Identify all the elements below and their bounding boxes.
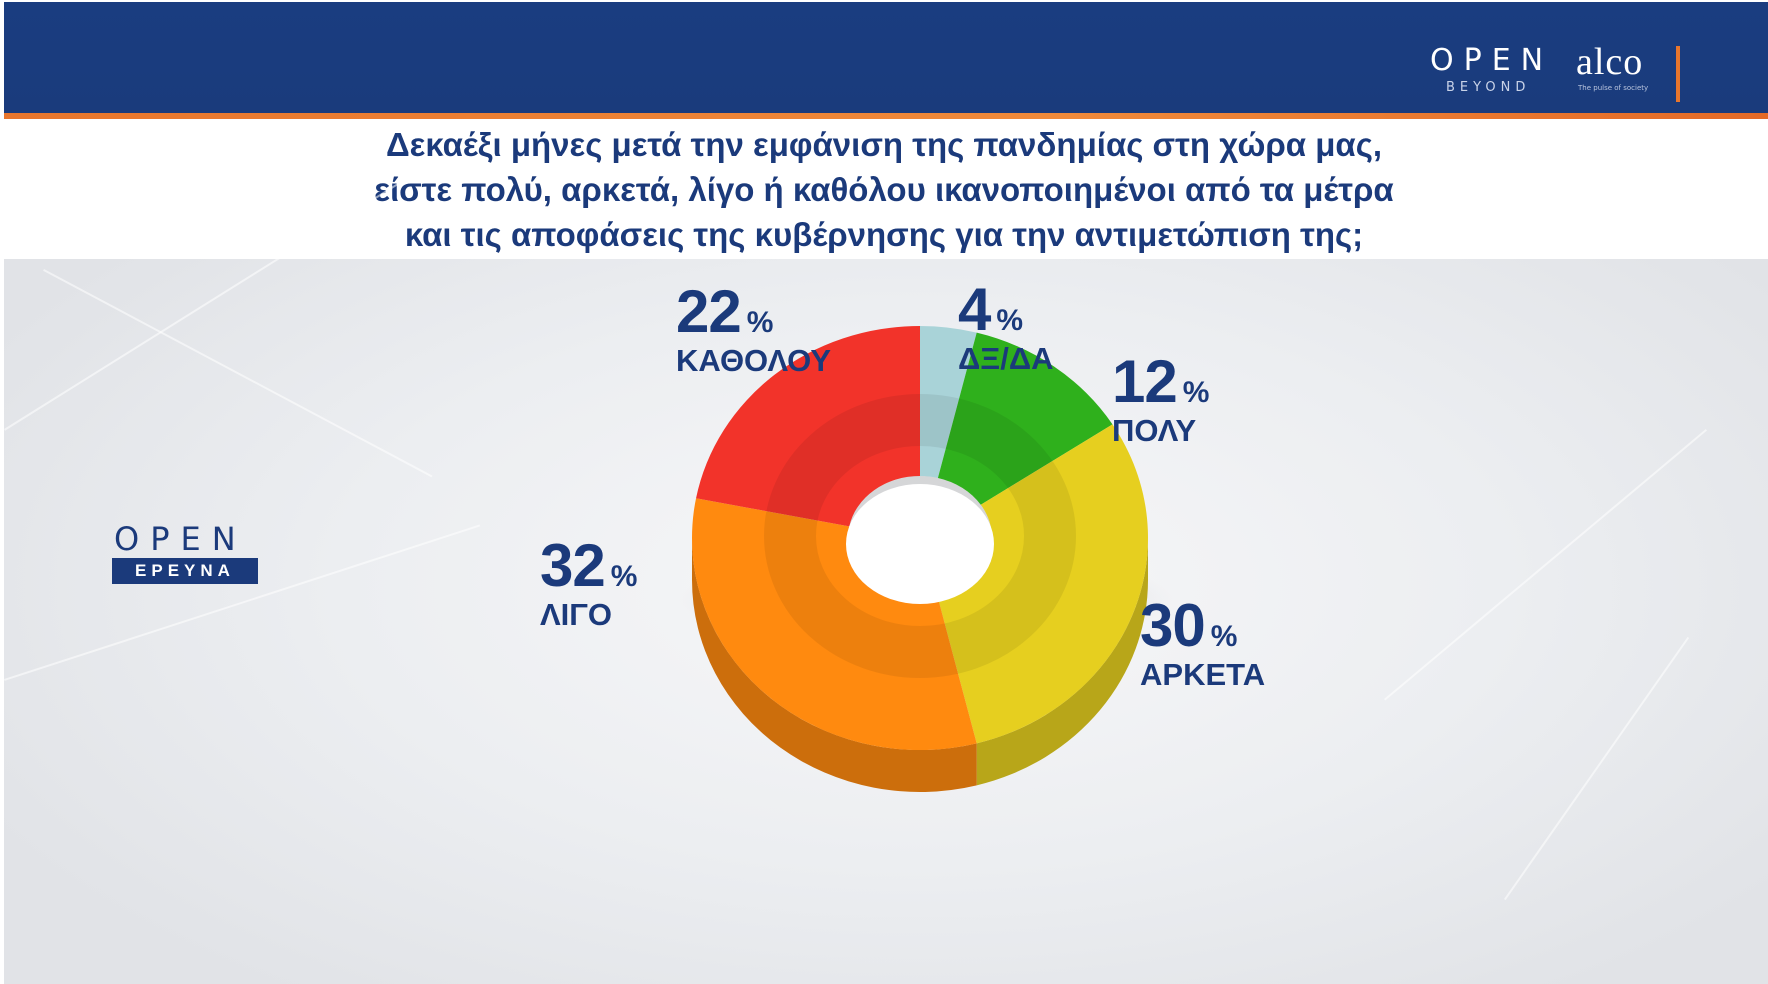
name-dxda: ΔΞ/ΔΑ — [958, 341, 1054, 376]
side-wall-ΛΙΓΟ — [692, 538, 977, 792]
donut-hole — [846, 484, 994, 604]
name-poly: ΠΟΛΥ — [1112, 413, 1197, 448]
top-banner — [4, 2, 1768, 113]
question-line-1: Δεκαέξι μήνες μετά την εμφάνιση της πανδ… — [385, 126, 1383, 163]
value-dxda: 4 — [958, 276, 991, 343]
slice-ΚΑΘΟΛΟΥ — [696, 326, 920, 527]
open-beyond-logo: OPEN BEYOND — [1430, 44, 1554, 96]
side-wall-ΑΡΚΕΤΑ — [976, 538, 1148, 786]
value-ligo: 32 — [540, 532, 606, 599]
percent-sign: % — [1182, 376, 1210, 409]
name-ligo: ΛΙΓΟ — [540, 597, 613, 632]
label-katholou: 22% ΚΑΘΟΛΟΥ — [676, 282, 831, 378]
open-ereuna-logo-text: OPEN — [114, 520, 247, 558]
banner-accent-stripe — [4, 113, 1768, 119]
slice-ΛΙΓΟ — [691, 498, 977, 751]
open-logo-subtext: BEYOND — [1446, 80, 1531, 95]
alco-logo-text: alco — [1576, 41, 1644, 83]
percent-sign: % — [996, 304, 1024, 337]
open-ereuna-logo: OPEN ΕΡΕΥΝΑ — [112, 522, 260, 592]
label-arketa: 30% ΑΡΚΕΤΑ — [1140, 596, 1265, 692]
inner-bevel-shading — [764, 394, 1076, 678]
donut-slices — [691, 326, 1148, 751]
alco-accent-bar — [1676, 46, 1680, 102]
label-dxda: 4% ΔΞ/ΔΑ — [958, 280, 1054, 376]
percent-sign: % — [1210, 620, 1238, 653]
slice-ΑΡΚΕΤΑ — [937, 424, 1148, 744]
value-arketa: 30 — [1140, 592, 1206, 659]
open-logo-text: OPEN — [1430, 43, 1554, 78]
name-arketa: ΑΡΚΕΤΑ — [1140, 657, 1266, 692]
survey-question: Δεκαέξι μήνες μετά την εμφάνιση της πανδ… — [34, 122, 1734, 258]
question-line-2: είστε πολύ, αρκετά, λίγο ή καθόλου ικανο… — [374, 171, 1394, 208]
value-poly: 12 — [1112, 348, 1178, 415]
question-band — [4, 119, 1768, 259]
alco-logo: alco The pulse of society — [1576, 40, 1686, 100]
percent-sign: % — [610, 560, 638, 593]
label-ligo: 32% ΛΙΓΟ — [540, 536, 637, 632]
open-ereuna-logo-tag: ΕΡΕΥΝΑ — [112, 558, 258, 584]
percent-sign: % — [746, 306, 774, 339]
donut-side-walls — [692, 538, 1148, 792]
label-poly: 12% ΠΟΛΥ — [1112, 352, 1209, 448]
slice-ΔΞ/ΔΑ — [920, 326, 977, 478]
slice-ΠΟΛΥ — [937, 332, 1113, 505]
alco-logo-subtext: The pulse of society — [1578, 84, 1649, 92]
value-katholou: 22 — [676, 278, 742, 345]
name-katholou: ΚΑΘΟΛΟΥ — [676, 343, 832, 378]
question-line-3: και τις αποφάσεις της κυβέρνησης για την… — [404, 216, 1364, 253]
